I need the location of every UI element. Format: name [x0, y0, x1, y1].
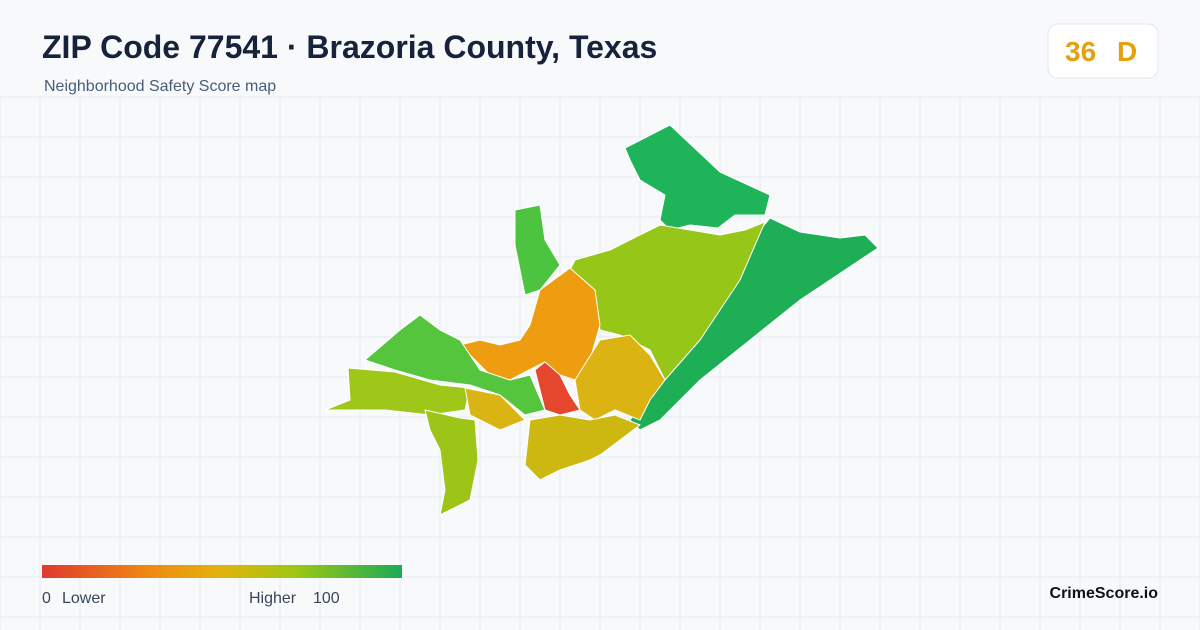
- legend-max-label: Higher: [249, 590, 297, 607]
- brand: CrimeScore.io: [1050, 585, 1159, 602]
- map: [324, 124, 879, 516]
- area: [324, 367, 471, 416]
- legend-bar: [42, 565, 402, 578]
- area: [424, 409, 479, 516]
- area: [459, 267, 601, 381]
- area: [574, 334, 666, 421]
- area: [364, 314, 546, 416]
- legend-max: 100: [313, 590, 340, 607]
- area: [624, 124, 771, 231]
- area: [534, 361, 581, 416]
- legend-min-label: Lower: [62, 590, 106, 607]
- area: [464, 387, 526, 431]
- subtitle: Neighborhood Safety Score map: [44, 78, 276, 95]
- score-grade: D: [1117, 36, 1137, 67]
- score-badge: [1047, 23, 1159, 79]
- title: ZIP Code 77541 · Brazoria County, Texas: [42, 29, 657, 65]
- legend-min: 0: [42, 590, 51, 607]
- area: [524, 414, 641, 481]
- score-value: 36: [1065, 36, 1096, 67]
